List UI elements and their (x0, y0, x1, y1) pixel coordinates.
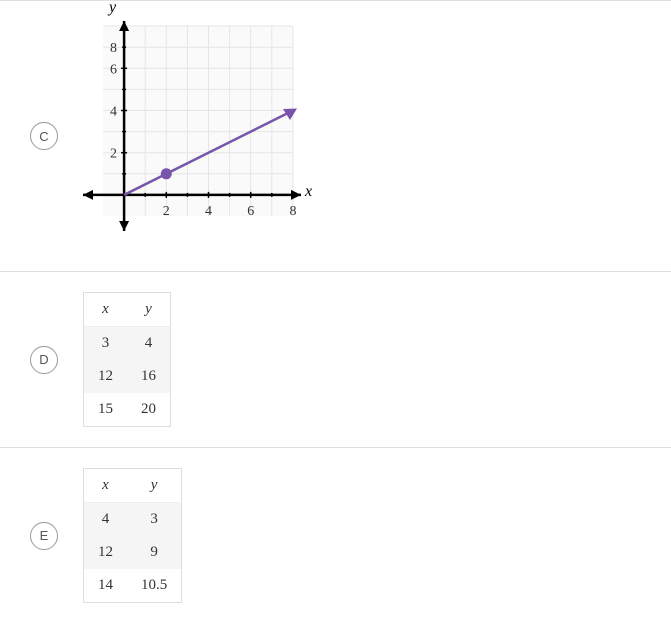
cell: 10.5 (127, 569, 182, 603)
cell: 12 (84, 360, 128, 393)
y-axis-label: y (109, 0, 116, 17)
cell: 9 (127, 536, 182, 569)
option-d-row: D x y 3 4 12 16 15 20 (0, 271, 671, 447)
cell: 20 (127, 393, 171, 427)
table-d-col-x: x (84, 293, 128, 327)
table-e-col-x: x (84, 469, 128, 503)
ytick-8: 8 (110, 41, 117, 56)
table-row: 12 9 (84, 536, 182, 569)
table-e: x y 4 3 12 9 14 10.5 (83, 468, 182, 603)
option-e-letter: E (40, 528, 49, 543)
cell: 16 (127, 360, 171, 393)
cell: 4 (84, 503, 128, 537)
x-axis-label: x (305, 183, 312, 201)
cell: 12 (84, 536, 128, 569)
table-row: 12 16 (84, 360, 171, 393)
cell: 15 (84, 393, 128, 427)
table-row: 4 3 (84, 503, 182, 537)
ytick-4: 4 (110, 105, 117, 120)
table-row: 3 4 (84, 327, 171, 361)
option-e-content: x y 4 3 12 9 14 10.5 (83, 468, 671, 603)
table-d-col-y: y (127, 293, 171, 327)
ytick-6: 6 (110, 62, 117, 77)
table-row: 15 20 (84, 393, 171, 427)
cell: 3 (127, 503, 182, 537)
cell: 4 (127, 327, 171, 361)
xtick-6: 6 (247, 204, 254, 219)
option-c-content: y (83, 21, 671, 251)
option-c-letter: C (39, 129, 48, 144)
xtick-8: 8 (290, 204, 297, 219)
option-c-badge[interactable]: C (30, 122, 58, 150)
line-chart-container: y (83, 21, 308, 246)
chart-point (161, 168, 172, 179)
option-e-row: E x y 4 3 12 9 14 10.5 (0, 447, 671, 623)
option-e-badge[interactable]: E (30, 522, 58, 550)
ytick-2: 2 (110, 147, 117, 162)
cell: 14 (84, 569, 128, 603)
chart-bg (103, 26, 293, 216)
table-d: x y 3 4 12 16 15 20 (83, 292, 171, 427)
cell: 3 (84, 327, 128, 361)
xtick-4: 4 (205, 204, 212, 219)
option-d-content: x y 3 4 12 16 15 20 (83, 292, 671, 427)
table-row: 14 10.5 (84, 569, 182, 603)
table-e-col-y: y (127, 469, 182, 503)
option-d-badge[interactable]: D (30, 346, 58, 374)
option-c-row: C y (0, 0, 671, 271)
option-d-letter: D (39, 352, 48, 367)
xtick-2: 2 (163, 204, 170, 219)
line-chart: 2 4 6 8 2 4 6 8 (83, 21, 308, 246)
